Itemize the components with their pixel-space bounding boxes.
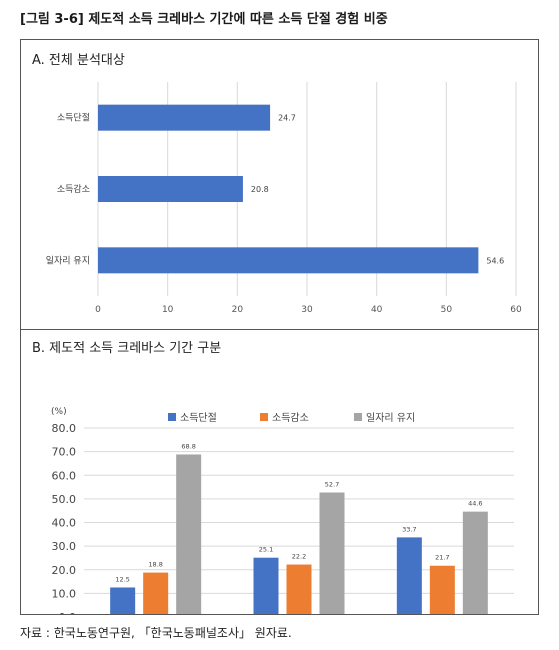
data-label-0: 24.7: [278, 114, 296, 123]
x-tick-label-5: 50: [441, 305, 453, 315]
data-label-2-2: 44.6: [468, 500, 482, 508]
panel-a-title: A. 전체 분석대상: [32, 53, 125, 68]
bar-1: [98, 176, 243, 202]
bar-0-2: [396, 537, 422, 614]
x-tick-label-2: 20: [232, 305, 244, 315]
figure-frame: A. 전체 분석대상 0 10 20 30 40 50 60 소득단절 24.7 소득감소 20.8…: [20, 39, 539, 615]
y-tick-label-5: 50.0: [52, 493, 77, 506]
legend-label-0: 소득단절: [180, 411, 217, 424]
category-label-0: 소득단절: [57, 112, 90, 124]
y-tick-label-4: 40.0: [52, 517, 77, 530]
chart-a: 0 10 20 30 40 50 60 소득단절 24.7 소득감소 20.8 일자리 유지 54.6: [46, 82, 522, 315]
bar-1-1: [286, 564, 312, 614]
data-label-0-2: 33.7: [402, 525, 416, 533]
data-label-2: 54.6: [486, 256, 504, 265]
legend-label-1: 소득감소: [272, 412, 309, 424]
data-label-1-1: 22.2: [292, 553, 306, 561]
x-tick-label-3: 30: [301, 305, 313, 315]
x-tick-label-4: 40: [371, 305, 383, 315]
data-label-1-2: 21.7: [435, 554, 449, 562]
y-tick-label-1: 10.0: [52, 587, 77, 600]
data-label-1: 20.8: [251, 185, 269, 194]
data-label-2-1: 52.7: [325, 480, 339, 488]
bar-2: [98, 247, 479, 274]
bar-2-2: [462, 511, 488, 614]
legend-swatch-2: [354, 413, 362, 421]
figure-title: [그림 3-6] 제도적 소득 크레바스 기간에 따른 소득 단절 경험 비중: [20, 12, 388, 27]
y-tick-label-8: 80.0: [52, 422, 77, 435]
y-tick-label-3: 30.0: [52, 540, 77, 553]
data-label-2-0: 68.8: [181, 442, 195, 450]
legend-swatch-0: [168, 413, 176, 421]
legend-swatch-1: [260, 413, 268, 421]
y-unit-label: (%): [51, 407, 67, 417]
legend-label-2: 일자리 유지: [366, 412, 415, 424]
bar-0-1: [253, 557, 279, 614]
x-tick-label-0: 0: [95, 305, 101, 315]
bar-0-0: [110, 587, 136, 614]
y-tick-label-6: 60.0: [52, 469, 77, 482]
category-label-1: 소득감소: [57, 183, 90, 195]
data-label-0-1: 25.1: [259, 546, 273, 554]
bar-1-2: [429, 565, 455, 614]
x-tick-label-6: 60: [510, 305, 522, 315]
x-tick-label-1: 10: [162, 305, 174, 315]
y-tick-label-0: 0.0: [59, 611, 77, 614]
data-label-1-0: 18.8: [148, 561, 162, 569]
bar-0: [98, 104, 271, 131]
data-label-0-0: 12.5: [115, 575, 129, 583]
y-tick-label-2: 20.0: [52, 564, 77, 577]
category-label-2: 일자리 유지: [46, 255, 90, 266]
chart-b: 0.0 10.0 20.0 30.0 40.0 50.0 60.0 70.0 80.0 (%) 소득…: [51, 407, 514, 614]
panel-divider: [21, 329, 538, 330]
panel-b-title: B. 제도적 소득 크레바스 기간 구분: [32, 341, 222, 356]
bar-2-0: [176, 454, 202, 614]
bar-1-0: [143, 572, 169, 614]
y-tick-label-7: 70.0: [52, 446, 77, 459]
bar-2-1: [319, 492, 345, 614]
source-note: 자료 : 한국노동연구원, 「한국노동패널조사」 원자료.: [20, 626, 292, 640]
